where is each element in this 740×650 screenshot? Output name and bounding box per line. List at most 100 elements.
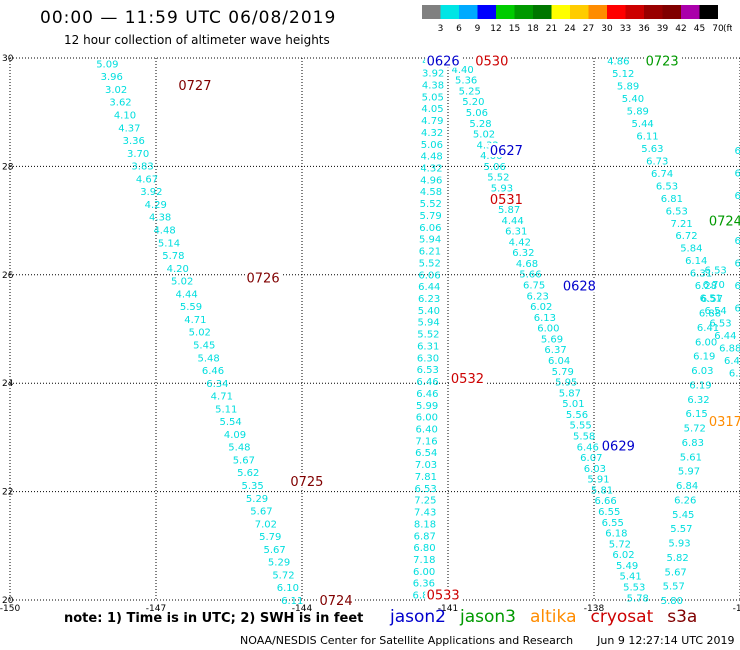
wave-height-value: 5.57 [670,524,692,535]
wave-height-value: 5.45 [672,510,694,521]
wave-height-value: 6.46 [202,366,224,377]
wave-height-value: 3.92 [422,69,444,80]
wave-height-value: 4.86 [607,57,629,68]
wave-height-value: 5.87 [498,205,520,216]
scale-swatch [459,5,478,19]
scale-label: 36 [638,24,650,34]
wave-height-value: 6.15 [685,409,707,420]
wave-height-value: 6.57 [701,294,723,305]
wave-height-value: 6.34 [206,379,228,390]
wave-height-value: 6.26 [674,495,696,506]
wave-height-value: 6.41 [697,323,719,334]
wave-height-value: 6.66 [594,496,616,507]
scale-swatch [644,5,663,19]
credit-line: NOAA/NESDIS Center for Satellite Applica… [240,634,740,647]
x-tick-label: -13 [733,604,740,614]
wave-height-value: 6.3 [734,169,740,180]
wave-height-value: 6.07 [580,453,602,464]
pass-label-background [707,414,740,429]
pass-label-background [449,370,486,385]
wave-height-value: 5.06 [484,162,506,173]
wave-height-value: 5.02 [189,328,211,339]
pass-time-label: 0725 [290,475,323,490]
wave-height-value: 6.10 [277,583,299,594]
wave-height-value: 8.18 [414,519,436,530]
wave-height-value: 5.72 [272,570,294,581]
wave-height-value: 6.88 [719,343,740,354]
wave-height-value: 5.79 [259,532,281,543]
wave-height-value: 7.03 [415,460,437,471]
wave-height-value: 7.25 [414,496,436,507]
wave-height-value: 5.52 [487,173,509,184]
wave-height-value: 5.78 [627,593,649,604]
legend-item-cryosat: cryosat [590,607,654,627]
pass-label-background [473,53,510,68]
wave-height-value: 4.40 [451,65,473,76]
wave-height-value: 6.32 [687,395,709,406]
pass-label-background [318,593,355,607]
wave-height-value: 5.49 [616,561,638,572]
pass-label-background [176,78,213,93]
wave-height-value: 6.23 [527,291,549,302]
wave-height-value: 5.61 [680,452,702,463]
pass-time-label: 0627 [490,144,523,159]
pass-time-label: 0726 [247,272,280,287]
wave-height-value: 5.48 [197,353,219,364]
pass-time-label: 0626 [427,55,460,70]
wave-height-value: 5.28 [469,119,491,130]
pass-label-background [644,53,681,68]
wave-height-value: 3.62 [109,98,131,109]
wave-height-value: 5.54 [219,417,241,428]
scale-swatch [477,5,496,19]
scale-swatch [699,5,718,19]
wave-height-value: 6.06 [419,223,441,234]
pass-time-label: 0628 [563,280,596,295]
wave-height-value: 6.03 [584,464,606,475]
wave-height-value: 6.21 [419,247,441,258]
y-tick-label: 30 [2,54,14,64]
pass-label-background [245,270,282,285]
scale-swatch [588,5,607,19]
wave-height-value: 3.70 [127,149,149,160]
wave-height-value: 6.40 [416,424,438,435]
wave-height-value: 5.55 [569,421,591,432]
wave-height-value: 5.14 [158,238,180,249]
wave-height-value: 4.79 [421,116,443,127]
wave-height-value: 6.44 [714,331,736,342]
wave-height-value: 4.10 [114,111,136,122]
pass-label-background [600,438,637,453]
wave-height-value: 5.66 [519,270,541,281]
wave-height-value: 7.18 [413,555,435,566]
scale-swatch [514,5,533,19]
wave-height-value: 5.59 [180,302,202,313]
wave-height-value: 5.79 [552,367,574,378]
wave-height-value: 6.73 [646,156,668,167]
wave-height-value: 6.30 [417,353,439,364]
wave-height-value: 6.53 [705,265,727,276]
scale-label: 9 [475,24,481,34]
wave-height-value: 6.46 [416,377,438,388]
scale-swatch [625,5,644,19]
wave-height-value: 5.82 [666,553,688,564]
wave-height-value: 4.96 [420,175,442,186]
wave-height-value: 5.87 [559,388,581,399]
wave-height-value: 6.32 [512,248,534,259]
wave-height-value: 5.48 [228,443,250,454]
wave-height-value: 6.46 [416,389,438,400]
wave-height-value: 5.93 [668,539,690,550]
wave-height-value: 4.32 [476,140,498,151]
wave-height-value: 6.83 [682,438,704,449]
wave-height-value: 5.29 [268,558,290,569]
wave-height-value: 6.13 [534,313,556,324]
wave-height-value: 4.48 [421,152,443,163]
wave-height-value: 6.53 [417,365,439,376]
wave-height-value: 4.68 [516,259,538,270]
wave-height-value: 5.12 [612,69,634,80]
wave-height-value: 6.36 [729,368,740,379]
wave-height-value: 6.53 [709,318,731,329]
scale-label: 15 [509,24,520,34]
pass-label-background [425,53,462,68]
wave-height-value: 5.67 [250,507,272,518]
